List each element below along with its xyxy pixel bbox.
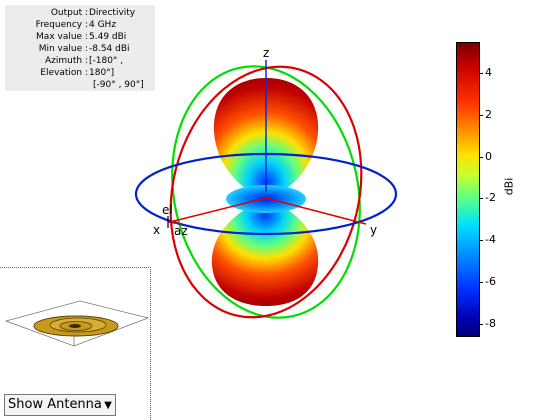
colorbar-tick-label: 0 [485, 149, 492, 163]
show-antenna-select-value: Show Antenna [8, 397, 102, 412]
info-row-elevation: Elevation :180°] [40, 68, 115, 78]
z-axis-label: z [263, 46, 269, 60]
colorbar-gradient [456, 42, 480, 337]
colorbar-tick [479, 198, 483, 200]
antenna-inset-panel [0, 267, 151, 420]
info-row-min: Min value : -8.54 dBi [38, 44, 130, 54]
y-axis-label: y [370, 223, 377, 237]
el-axis-label: el [162, 203, 173, 217]
az-axis-label: az [174, 224, 188, 238]
red-elevation-circle [169, 65, 363, 319]
chevron-down-icon: ▼ [104, 400, 112, 411]
info-panel: Output : Directivity Frequency :4 GHz Max… [5, 5, 155, 91]
x-axis-line [169, 197, 267, 223]
colorbar-tick-label: -6 [485, 274, 496, 288]
colorbar-tick [479, 281, 483, 283]
colorbar-tick-label: 2 [485, 107, 492, 121]
info-row-output: Output : Directivity [50, 8, 136, 18]
show-antenna-select[interactable]: Show Antenna ▼ [4, 394, 116, 416]
info-row-azimuth: Azimuth : [-180° , [45, 56, 124, 66]
az-marker [167, 221, 183, 225]
info-row-max: Max value :5.49 dBi [36, 32, 127, 42]
x-axis-label: x [153, 223, 160, 237]
green-elevation-circle [171, 65, 361, 319]
colorbar-tick-label: -2 [485, 191, 496, 205]
bottom-lobe [211, 206, 319, 306]
info-row-frequency: Frequency :4 GHz [35, 20, 117, 30]
pattern-neck [226, 185, 306, 213]
antenna-preview [4, 300, 150, 347]
colorbar-tick [479, 323, 483, 325]
colorbar: 4 2 0 -2 -4 -6 -8 dBi [455, 40, 525, 340]
colorbar-tick [479, 114, 483, 116]
colorbar-tick [479, 156, 483, 158]
colorbar-tick [479, 240, 483, 242]
colorbar-unit-label: dBi [502, 177, 516, 196]
info-elevation-range: [-90° , 90°] [93, 80, 144, 90]
colorbar-tick [479, 73, 483, 75]
colorbar-tick-label: 4 [485, 66, 492, 80]
colorbar-tick-label: -4 [485, 233, 496, 247]
colorbar-tick-label: -8 [485, 316, 496, 330]
y-axis-line [265, 197, 367, 225]
